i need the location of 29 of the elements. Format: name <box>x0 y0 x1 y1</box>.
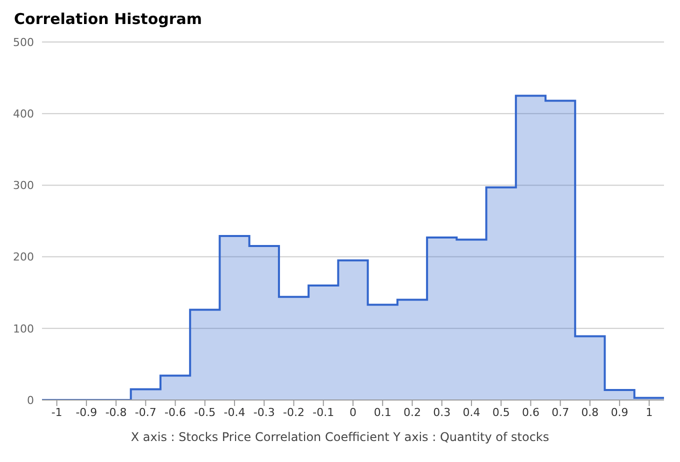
x-tick-label: 0.1 <box>374 406 392 419</box>
x-tick-label: 0.3 <box>433 406 451 419</box>
y-tick-label: 200 <box>13 250 34 264</box>
x-tick-label: 0.7 <box>552 406 570 419</box>
y-tick-label: 400 <box>13 108 34 121</box>
x-tick-label: -0.6 <box>164 406 186 419</box>
x-tick-label: 1 <box>646 406 653 419</box>
chart-title: Correlation Histogram <box>14 10 202 28</box>
x-tick-label: -0.5 <box>194 406 216 419</box>
x-tick-label: 0.4 <box>462 406 480 419</box>
x-tick-label: -0.9 <box>76 406 98 419</box>
x-axis-title: X axis : Stocks Price Correlation Coefficient Y axis : Quantity of stocks <box>130 430 550 444</box>
x-tick-label: 0.8 <box>581 406 599 419</box>
x-tick-label: 0 <box>350 406 356 419</box>
y-tick-label: 500 <box>13 36 34 49</box>
x-tick-label: -0.3 <box>253 406 275 419</box>
y-tick-label: 100 <box>13 322 34 336</box>
x-tick-label: -0.4 <box>224 406 246 419</box>
x-tick-label: 0.5 <box>492 406 510 419</box>
x-tick-label: 0.9 <box>610 406 628 419</box>
x-tick-label: 0.2 <box>403 406 421 419</box>
x-tick-label: 0.6 <box>522 406 540 419</box>
y-tick-label: 0 <box>27 394 34 407</box>
y-tick-label: 300 <box>13 179 34 192</box>
x-tick-label: -0.1 <box>312 406 334 419</box>
x-tick-label: -0.2 <box>283 406 304 419</box>
x-tick-label: -1 <box>51 406 62 419</box>
x-tick-label: -0.7 <box>134 406 156 419</box>
x-tick-label: -0.8 <box>105 406 127 419</box>
